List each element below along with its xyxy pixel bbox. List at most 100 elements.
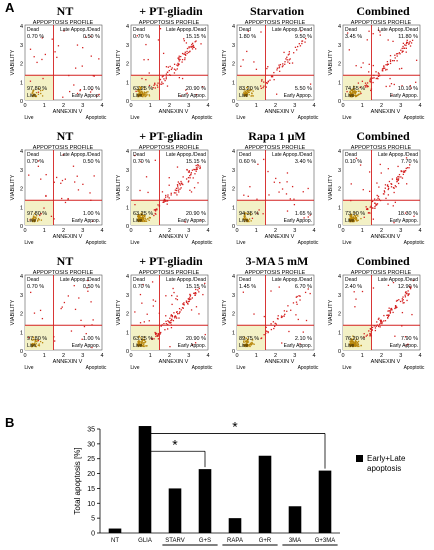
quadrant-value-late: 9.50 %: [295, 34, 312, 40]
flow-event-dot: [395, 300, 398, 302]
flow-event-dot: [33, 343, 36, 345]
flow-event-dot: [195, 167, 198, 169]
flow-event-dot: [402, 302, 404, 304]
flow-event-dot: [186, 47, 189, 50]
quadrant-value-dead: 0.70 %: [27, 34, 44, 40]
y-axis-label: VIABILITY: [222, 174, 228, 200]
flow-event-dot: [191, 344, 194, 346]
flow-event-dot: [354, 215, 357, 218]
x-tick-label: 2: [62, 103, 65, 109]
flow-event-dot: [175, 298, 177, 300]
flow-event-dot: [141, 341, 144, 343]
flow-event-dot: [384, 69, 387, 71]
bar-starv: [168, 488, 182, 533]
flow-event-dot: [260, 80, 263, 82]
flow-plot-subtitle: APPOPTOSIS PROFILE: [33, 145, 94, 151]
flow-event-dot: [415, 81, 417, 83]
flow-event-dot: [353, 342, 355, 345]
quadrant-label-live: Live: [345, 343, 354, 349]
flow-event-dot: [195, 292, 197, 295]
flow-event-dot: [31, 343, 33, 345]
flow-event-dot: [359, 86, 361, 89]
live-axis-note: Live: [130, 240, 139, 246]
flow-event-dot: [369, 78, 372, 80]
flow-event-dot: [154, 87, 156, 89]
flow-event-dot: [286, 172, 289, 174]
flow-event-dot: [40, 92, 42, 95]
flow-event-dot: [351, 341, 353, 343]
flow-event-dot: [137, 95, 139, 98]
flow-event-dot: [167, 194, 169, 196]
flow-event-dot: [392, 311, 394, 314]
quadrant-label-dead: Dead: [239, 277, 251, 283]
quadrant-value-dead: 0.60 %: [239, 159, 256, 165]
flow-event-dot: [188, 170, 190, 172]
quadrant-value-early: 20.90 %: [186, 211, 206, 217]
flow-event-dot: [176, 166, 179, 168]
flow-event-dot: [189, 174, 191, 177]
flow-event-dot: [157, 335, 159, 337]
flow-event-dot: [353, 212, 356, 214]
flow-event-dot: [350, 340, 353, 343]
flow-event-dot: [388, 180, 391, 183]
flow-event-dot: [140, 342, 143, 344]
flow-event-dot: [41, 37, 43, 39]
flow-event-dot: [367, 85, 369, 88]
flow-event-dot: [405, 47, 407, 49]
y-tick-label: 3: [338, 293, 341, 299]
quadrant-value-live: 76.20 %: [345, 336, 365, 342]
flow-plot-subtitle: APPOPTOSIS PROFILE: [245, 20, 306, 26]
flow-event-dot: [395, 307, 397, 309]
flow-event-dot: [348, 49, 350, 51]
flow-event-dot: [139, 85, 141, 88]
flow-event-dot: [185, 42, 188, 44]
flow-event-dot: [294, 46, 297, 48]
flow-event-dot: [45, 194, 47, 197]
flow-event-dot: [77, 189, 80, 191]
flow-event-dot: [349, 345, 351, 348]
flow-plot-header: Starvation: [250, 4, 304, 18]
flow-event-dot: [352, 341, 355, 343]
flow-event-dot: [246, 90, 248, 92]
flow-event-dot: [138, 342, 140, 344]
x-tick-label: 1: [149, 353, 152, 359]
flow-event-dot: [405, 51, 407, 53]
flow-event-dot: [391, 178, 394, 180]
flow-event-dot: [288, 62, 291, 64]
x-tick-label: 3: [399, 228, 402, 234]
flow-event-dot: [353, 94, 355, 96]
flow-event-dot: [166, 203, 168, 205]
flow-event-dot: [140, 86, 143, 89]
flow-event-dot: [54, 340, 56, 342]
quadrant-value-late: 6.70 %: [295, 284, 312, 290]
flow-event-dot: [141, 213, 143, 216]
flow-event-dot: [28, 336, 30, 339]
flow-event-dot: [349, 343, 351, 345]
flow-event-dot: [381, 69, 383, 72]
flow-event-dot: [141, 220, 143, 222]
flow-event-dot: [139, 220, 141, 222]
flow-event-dot: [156, 334, 158, 337]
flow-event-dot: [168, 321, 170, 323]
quadrant-value-early: 20.90 %: [186, 336, 206, 342]
flow-event-dot: [180, 187, 182, 189]
flow-event-dot: [368, 63, 370, 65]
x-tick-label: 0: [23, 228, 26, 234]
y-tick-label: 0: [91, 531, 95, 538]
flow-event-dot: [243, 217, 245, 220]
flow-event-dot: [349, 220, 351, 223]
flow-event-dot: [138, 344, 140, 346]
quadrant-label-dead: Dead: [27, 152, 39, 158]
flow-event-dot: [202, 86, 204, 88]
flow-event-dot: [246, 87, 248, 89]
flow-event-dot: [350, 213, 353, 216]
quadrant-value-early: 1.00 %: [83, 336, 100, 342]
flow-event-dot: [251, 95, 253, 97]
flow-event-dot: [370, 89, 372, 92]
flow-event-dot: [138, 336, 140, 338]
flow-event-dot: [263, 158, 265, 161]
y-tick-label: 1: [126, 205, 129, 211]
quadrant-value-early: 5.50 %: [295, 86, 312, 92]
x-axis-label: ANNEXIN V: [159, 359, 189, 365]
